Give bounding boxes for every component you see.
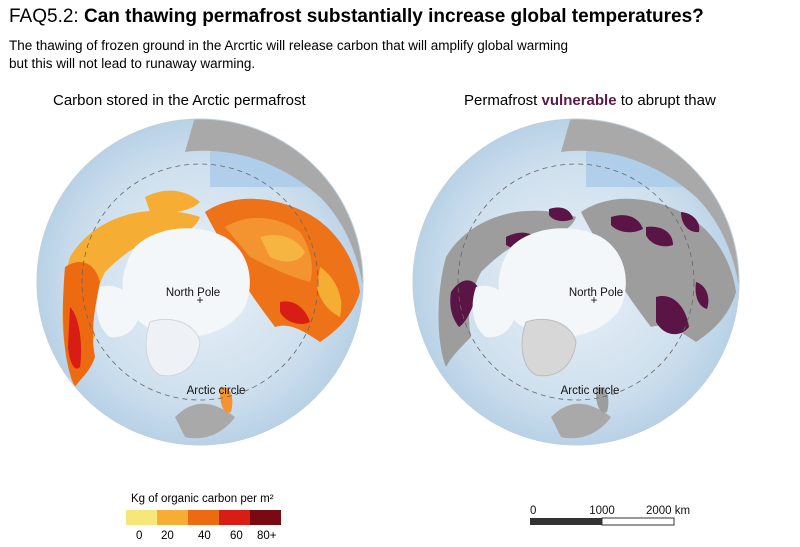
permafrost-high-carbon	[280, 301, 310, 324]
legend-tick: 0	[136, 530, 143, 542]
vulnerable-patch	[695, 282, 709, 309]
faq-question: Can thawing permafrost substantially inc…	[83, 6, 704, 27]
scale-label-0: 0	[530, 505, 536, 517]
scale-bar: 0 1000 2000 km	[530, 505, 690, 526]
permafrost-hudson-high	[68, 307, 82, 369]
left-map-title: Carbon stored in the Arctic permafrost	[53, 92, 306, 109]
legend-tick: 60	[230, 530, 243, 542]
vulnerable-patch	[656, 296, 689, 335]
permafrost-east-siberia	[317, 267, 342, 317]
greenland	[521, 318, 577, 377]
figure-subtitle: The thawing of frozen ground in the Arcr…	[9, 38, 569, 71]
vulnerable-patch	[611, 215, 643, 233]
arctic-circle-line	[457, 163, 695, 401]
right-title-after: to abrupt thaw	[616, 92, 716, 109]
legend-swatch-4	[250, 510, 281, 525]
map-outline	[412, 118, 740, 446]
legend-tick: 20	[161, 530, 174, 542]
legend-tick: 40	[198, 530, 211, 542]
legend-color-bar	[126, 510, 281, 525]
vulnerable-patch	[646, 226, 673, 247]
land-europe	[175, 403, 235, 439]
permafrost-siberia-gray	[581, 198, 736, 342]
greenland	[145, 318, 201, 377]
hudson-bay-ice	[96, 285, 140, 338]
permafrost-siberia-light	[260, 235, 305, 262]
map-outline	[36, 118, 364, 446]
legend-swatch-0	[126, 510, 157, 525]
right-title-before: Permafrost	[464, 92, 542, 109]
legend-swatch-1	[157, 510, 188, 525]
permafrost-alaska	[145, 190, 200, 213]
scandinavia-gray	[595, 386, 609, 413]
pole-marker: +	[591, 295, 598, 307]
north-pole-label: North Pole	[166, 287, 220, 299]
vulnerable-patch	[681, 212, 700, 233]
vulnerable-patch	[450, 280, 479, 327]
pole-marker: +	[197, 295, 204, 307]
legend-swatch-3	[219, 510, 250, 525]
legend-swatch-2	[188, 510, 219, 525]
scale-segment-light	[601, 517, 675, 526]
carbon-storage-map: + North Pole Arctic circle	[36, 118, 364, 446]
arctic-circle-label: Arctic circle	[187, 385, 246, 397]
right-map-title: Permafrost vulnerable to abrupt thaw	[464, 92, 716, 109]
permafrost-canada-gray	[438, 210, 576, 367]
north-pole-label: North Pole	[569, 287, 623, 299]
scale-label-1000: 1000	[589, 505, 615, 517]
vulnerability-map: + North Pole Arctic circle	[412, 118, 740, 446]
arctic-sea-ice	[498, 228, 626, 338]
hudson-bay-ice	[472, 285, 516, 338]
arctic-sea-ice	[122, 228, 250, 338]
arctic-circle-label: Arctic circle	[561, 385, 620, 397]
legend-title: Kg of organic carbon per m²	[131, 493, 274, 505]
vulnerable-patch	[549, 207, 573, 222]
arctic-circle-line	[81, 163, 319, 401]
scale-segment-dark	[530, 518, 602, 525]
right-title-highlight: vulnerable	[541, 92, 617, 109]
permafrost-scandinavia	[219, 386, 233, 413]
permafrost-canada	[62, 210, 200, 367]
faq-tag: FAQ5.2:	[9, 6, 79, 27]
figure-title: FAQ5.2: Can thawing permafrost substanti…	[9, 6, 704, 28]
scale-label-2000: 2000 km	[646, 505, 690, 517]
legend-tick: 80+	[257, 530, 277, 542]
land-europe	[551, 403, 611, 439]
